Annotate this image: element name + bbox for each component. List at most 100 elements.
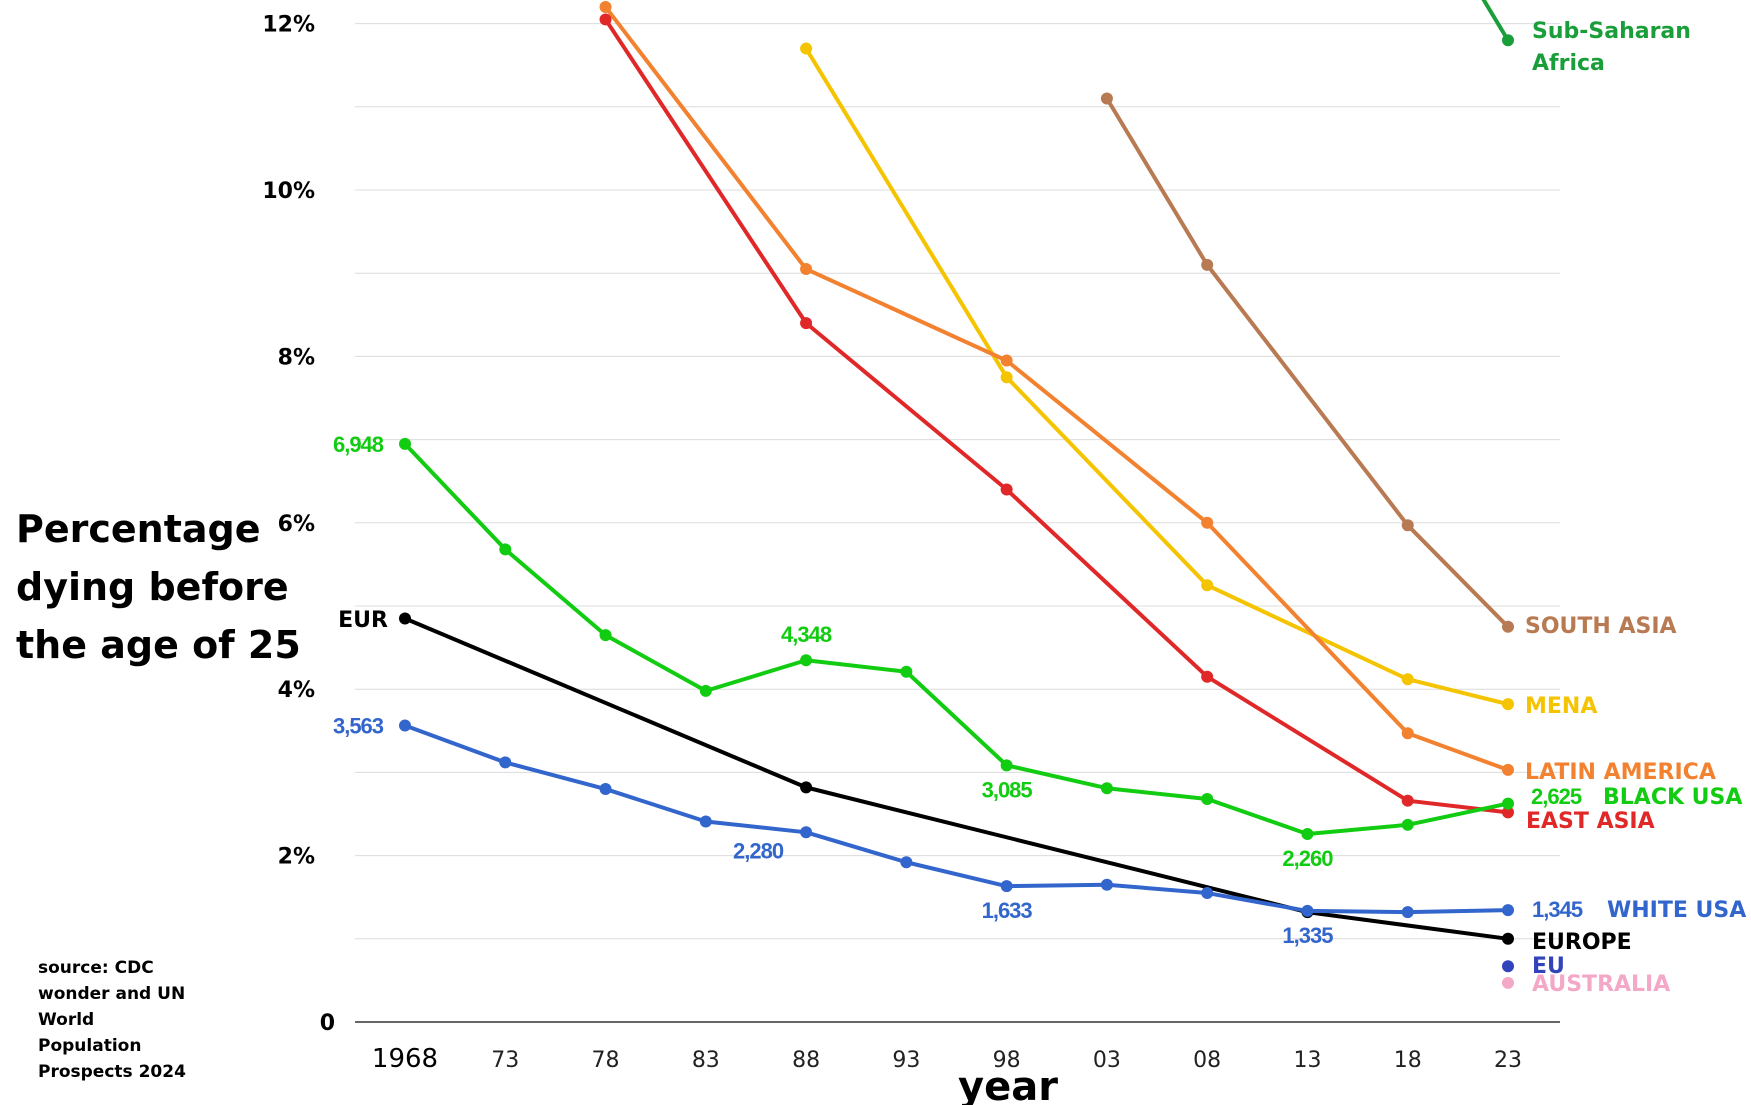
series-line — [403, 442, 1509, 836]
x-tick-label: 23 — [1494, 1048, 1522, 1073]
data-point — [599, 783, 612, 796]
data-point — [1000, 354, 1013, 367]
series-mena — [800, 42, 1514, 711]
data-point — [1201, 670, 1214, 683]
data-point — [900, 856, 913, 869]
point-value-label: 3,563 — [333, 714, 384, 739]
series-label-europe: EUROPE — [1532, 930, 1632, 955]
x-tick-label: 78 — [592, 1048, 620, 1073]
series-east-asia — [599, 13, 1514, 819]
series-line — [404, 616, 1509, 941]
data-point — [1502, 976, 1514, 989]
x-tick-label: 13 — [1293, 1048, 1321, 1073]
y-axis-label-line: the age of 25 — [16, 623, 301, 667]
y-tick-label: 10% — [262, 179, 315, 204]
data-point — [1401, 727, 1414, 740]
data-point — [800, 781, 813, 794]
data-point — [1502, 806, 1514, 819]
series-black-usa — [399, 437, 1514, 840]
axes: 0 2% 4% 6% 8% 10% 12% 1968 73 78 83 88 93 98 03 08 13 18 2… — [262, 13, 1560, 1105]
source-line: source: CDC — [38, 958, 154, 978]
y-tick-label: 8% — [278, 345, 315, 370]
series-label-australia: AUSTRALIA — [1532, 972, 1670, 997]
point-value-label: 1,345 — [1532, 897, 1583, 922]
series-label-eu: EU — [1532, 954, 1565, 979]
point-value-label: 1,633 — [982, 898, 1033, 923]
data-point — [1401, 818, 1414, 831]
x-tick-label: 18 — [1394, 1048, 1422, 1073]
series-eu — [1502, 960, 1514, 973]
data-point — [599, 629, 612, 642]
point-value-label: 4,348 — [781, 622, 832, 647]
series-label-latin-america: LATIN AMERICA — [1525, 760, 1716, 785]
data-point — [1401, 794, 1414, 807]
series-line — [404, 723, 1509, 915]
series-australia — [1502, 976, 1514, 989]
data-point — [1100, 782, 1113, 795]
data-point — [1301, 904, 1314, 917]
data-point — [1502, 698, 1514, 711]
point-value-label: 2,280 — [733, 838, 784, 863]
source-line: wonder and UN — [38, 984, 186, 1004]
data-point — [1502, 763, 1514, 776]
data-point — [1401, 906, 1414, 919]
x-tick-label: 73 — [491, 1048, 519, 1073]
series-south-asia — [1100, 92, 1514, 633]
y-axis-label-line: Percentage — [16, 507, 261, 551]
data-point — [1000, 880, 1013, 893]
data-point — [900, 665, 913, 678]
data-point — [1502, 932, 1514, 945]
series-label-south-asia: SOUTH ASIA — [1525, 614, 1677, 639]
x-tick-label: 1968 — [372, 1044, 438, 1074]
data-point — [1000, 371, 1013, 384]
x-tick-label: 08 — [1193, 1048, 1221, 1073]
data-point — [1502, 960, 1514, 973]
data-point — [1201, 516, 1214, 529]
y-tick-label: 12% — [262, 13, 315, 38]
series-label-east-asia: EAST ASIA — [1526, 809, 1655, 834]
y-tick-label: 6% — [278, 512, 315, 537]
x-axis-label: year — [958, 1064, 1058, 1105]
x-tick-label: 03 — [1093, 1048, 1121, 1073]
data-point — [800, 263, 813, 276]
point-value-label: 2,260 — [1282, 846, 1333, 871]
data-point — [800, 42, 813, 55]
data-point — [800, 654, 813, 667]
point-value-label: 3,085 — [982, 777, 1033, 802]
data-point — [800, 317, 813, 330]
series-label-eur: EUR — [338, 608, 388, 633]
data-point — [1502, 34, 1514, 47]
x-tick-label: 93 — [892, 1048, 920, 1073]
series-line — [1105, 97, 1510, 629]
source-line: Prospects 2024 — [38, 1062, 186, 1082]
data-point — [499, 756, 512, 769]
series-latin-america — [599, 0, 1514, 776]
data-point — [1201, 793, 1214, 806]
series-label-white-usa: WHITE USA — [1607, 898, 1746, 923]
y-tick-label: 4% — [278, 678, 315, 703]
point-value-label: 6,948 — [333, 432, 384, 457]
series-label-black-usa: BLACK USA — [1603, 785, 1742, 810]
data-point — [1401, 519, 1414, 532]
source-line: World — [38, 1010, 95, 1030]
series-label-sub-saharan-africa: Africa — [1532, 51, 1605, 76]
series-line — [603, 18, 1509, 815]
series-label-mena: MENA — [1525, 694, 1597, 719]
y-axis-label: Percentage dying before the age of 25 — [16, 500, 301, 674]
data-point — [1100, 92, 1113, 105]
series-line — [603, 5, 1509, 772]
data-point — [499, 543, 512, 556]
data-point — [699, 684, 712, 697]
x-tick-label: 98 — [993, 1048, 1021, 1073]
y-tick-label: 2% — [278, 845, 315, 870]
data-point — [800, 826, 813, 839]
x-tick-label: 88 — [792, 1048, 820, 1073]
data-point — [1502, 620, 1514, 633]
data-point — [1401, 673, 1414, 686]
data-point — [1000, 759, 1013, 772]
y-tick-label: 0 — [320, 1011, 335, 1036]
data-point — [599, 0, 612, 13]
chart-labels: 6,948 4,348 3,085 2,260 3,563 2,280 1,633 1,335… — [333, 19, 1746, 997]
data-point — [699, 815, 712, 828]
